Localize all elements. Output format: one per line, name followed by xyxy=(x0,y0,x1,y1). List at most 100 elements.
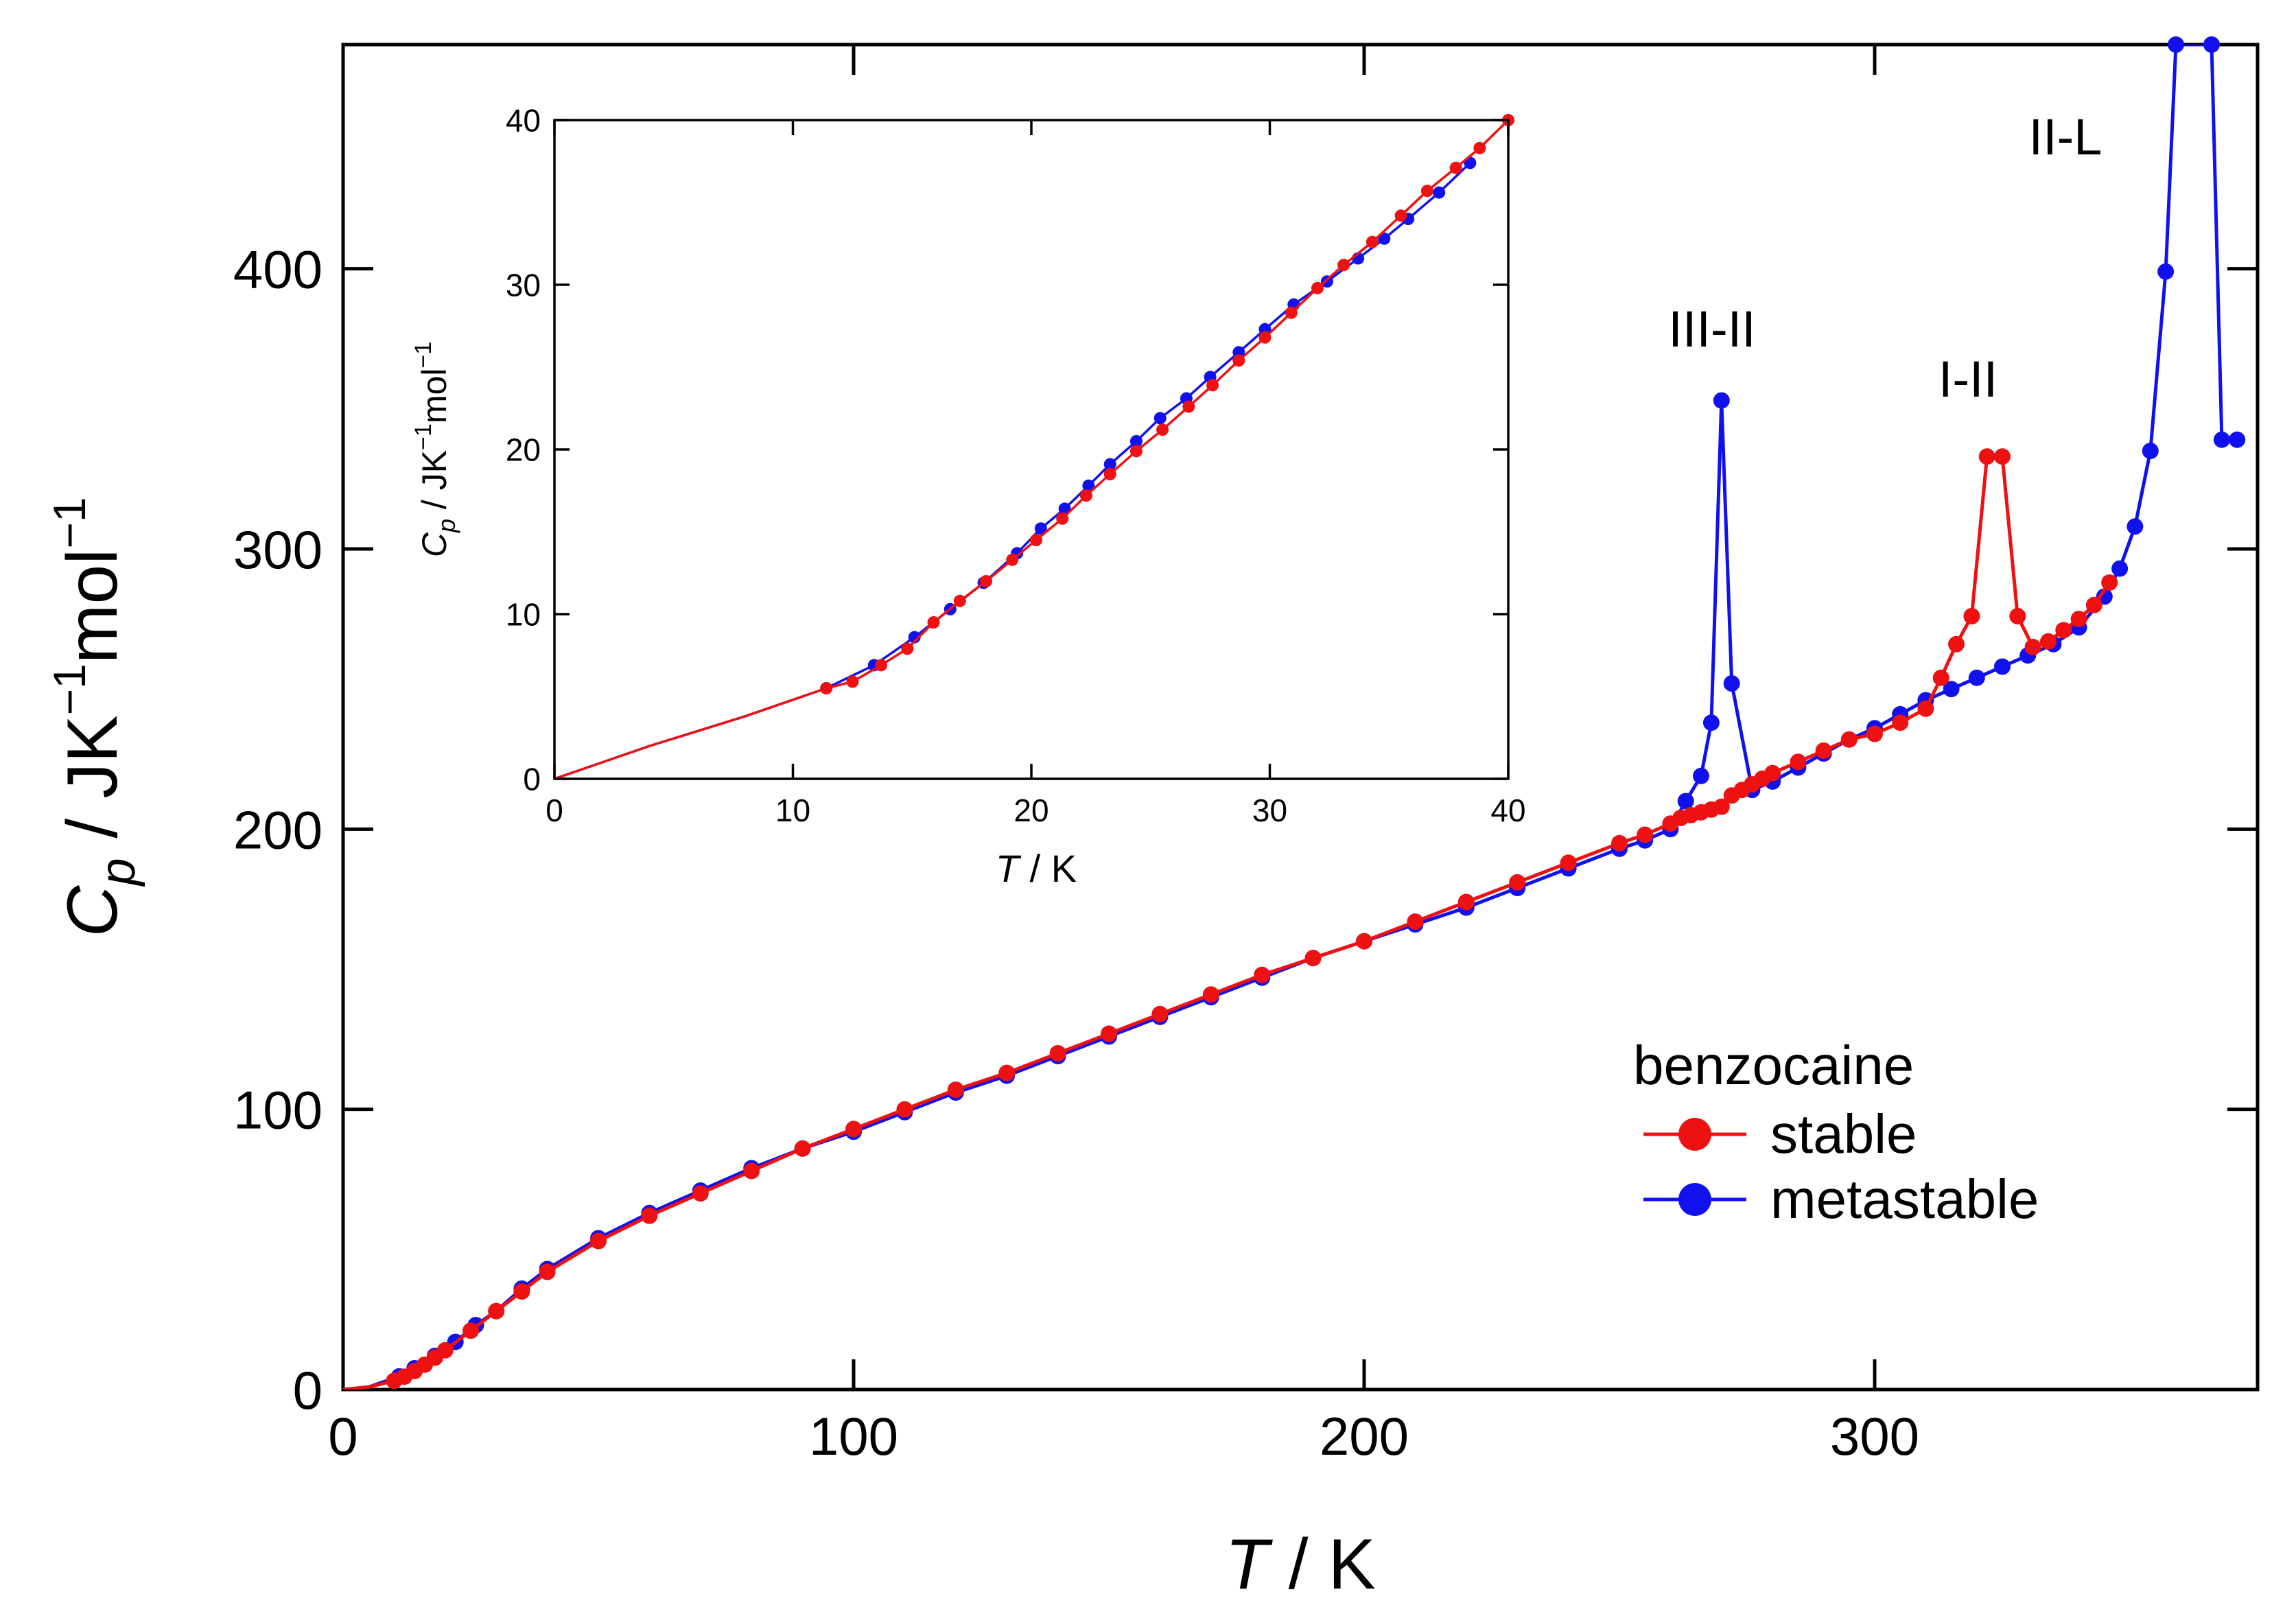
main-plot-frame xyxy=(341,43,2260,1392)
main-data-point-stable xyxy=(1637,826,1654,843)
annotation-iii-ii: III-II xyxy=(1668,301,1755,358)
inset-data-point-stable xyxy=(980,575,992,587)
main-data-point-stable xyxy=(1611,834,1628,852)
inset-data-point-stable xyxy=(1056,512,1069,525)
main-y-tick-label: 200 xyxy=(233,799,323,860)
inset-data-point-stable xyxy=(1473,141,1486,154)
main-data-point-stable xyxy=(1202,986,1219,1003)
inset-data-point-stable xyxy=(953,594,966,607)
main-data-point-stable xyxy=(1049,1045,1066,1062)
main-data-point-stable xyxy=(896,1101,913,1118)
main-data-point-stable xyxy=(1932,669,1949,686)
main-data-point-stable xyxy=(1713,798,1730,815)
inset-data-point-stable xyxy=(875,659,888,672)
main-data-point-stable xyxy=(2024,638,2041,655)
inset-data-point-stable xyxy=(901,642,914,655)
main-data-point-stable xyxy=(590,1232,607,1250)
inset-plot-frame xyxy=(553,119,1510,780)
main-data-point-metastable xyxy=(1677,793,1694,810)
inset-data-point-stable xyxy=(1156,423,1169,436)
main-data-point-stable xyxy=(1356,933,1372,950)
main-x-tick-label: 100 xyxy=(809,1406,898,1466)
inset-data-point-stable xyxy=(1232,354,1245,367)
inset-x-axis-label: T / K xyxy=(996,847,1077,890)
inset-x-tick-label: 0 xyxy=(546,793,563,828)
inset-axis-tick-labels: 0 10 20 30 40 0 10 20 30 40 xyxy=(506,103,1526,828)
inset-data-point-stable xyxy=(846,675,859,688)
main-data-point-stable xyxy=(2055,622,2072,639)
main-data-point-metastable xyxy=(2127,518,2144,535)
inset-data-point-metastable xyxy=(1433,186,1446,199)
inset-data-point-stable xyxy=(1420,185,1433,198)
main-data-point-stable xyxy=(1917,700,1934,717)
inset-data-point-metastable xyxy=(1129,435,1143,447)
main-data-point-stable xyxy=(641,1207,658,1224)
inset-data-point-stable xyxy=(1258,331,1272,344)
main-data-point-stable xyxy=(1815,742,1832,759)
inset-data-point-stable xyxy=(820,682,833,694)
main-data-point-metastable xyxy=(2142,443,2159,460)
main-plot-series xyxy=(343,36,2246,1390)
main-data-point-stable xyxy=(1978,448,1995,465)
inset-data-point-stable xyxy=(1103,468,1116,480)
inset-data-point-stable xyxy=(1337,259,1350,272)
legend-marker-metastable xyxy=(1678,1183,1711,1216)
inset-data-point-stable xyxy=(1206,379,1219,392)
main-x-tick-label: 300 xyxy=(1830,1406,1919,1466)
main-data-point-metastable xyxy=(2229,431,2246,448)
main-data-point-stable xyxy=(2101,574,2118,591)
inset-y-tick-label: 40 xyxy=(506,103,541,139)
main-data-point-stable xyxy=(436,1342,454,1359)
main-y-tick-label: 300 xyxy=(233,519,323,580)
main-data-point-metastable xyxy=(1994,658,2011,675)
main-data-point-stable xyxy=(1994,448,2011,465)
main-data-point-stable xyxy=(1790,753,1807,771)
inset-data-point-stable xyxy=(1366,235,1379,248)
main-data-point-stable xyxy=(1509,874,1526,891)
inset-x-tick-label: 20 xyxy=(1014,793,1049,828)
legend-title: benzocaine xyxy=(1633,1035,1914,1096)
annotation-ii-l: II-L xyxy=(2029,108,2102,165)
inset-data-point-metastable xyxy=(1034,522,1047,535)
main-y-axis-label: Cp / JK−1mol−1 xyxy=(44,497,145,937)
main-data-point-stable xyxy=(2085,596,2102,613)
main-data-point-stable xyxy=(947,1081,964,1099)
main-data-point-metastable xyxy=(2203,36,2220,53)
main-data-point-stable xyxy=(1892,714,1909,731)
main-data-point-stable xyxy=(488,1302,505,1320)
inset-y-tick-label: 30 xyxy=(506,268,541,303)
main-y-tick-label: 100 xyxy=(233,1080,323,1140)
main-axis-ticks xyxy=(341,45,2258,1392)
inset-data-point-metastable xyxy=(1153,412,1167,425)
main-data-point-stable xyxy=(539,1263,556,1280)
main-y-tick-label: 0 xyxy=(293,1360,323,1420)
inset-data-point-stable xyxy=(1394,209,1407,222)
main-data-point-metastable xyxy=(2213,431,2230,448)
main-data-point-stable xyxy=(1151,1005,1169,1022)
inset-x-tick-label: 40 xyxy=(1490,793,1525,828)
main-data-point-stable xyxy=(794,1140,811,1157)
inset-data-point-stable xyxy=(1006,553,1019,566)
main-data-point-metastable xyxy=(1702,714,1720,731)
inset-plot-series xyxy=(554,114,1514,779)
main-data-point-metastable xyxy=(2157,263,2175,280)
inset-data-point-metastable xyxy=(908,631,921,644)
inset-y-tick-label: 0 xyxy=(523,762,541,797)
main-data-point-stable xyxy=(1963,608,1980,624)
main-data-point-stable xyxy=(1457,893,1475,911)
inset-data-point-metastable xyxy=(1378,232,1391,245)
main-x-tick-label: 200 xyxy=(1320,1406,1409,1466)
inset-data-point-stable xyxy=(927,616,940,629)
legend-label-metastable: metastable xyxy=(1770,1169,2039,1230)
main-data-point-stable xyxy=(743,1162,760,1180)
main-data-point-metastable xyxy=(1943,681,1960,698)
main-data-point-stable xyxy=(1764,764,1781,782)
main-data-point-stable xyxy=(998,1064,1016,1081)
main-data-point-metastable xyxy=(1968,669,1985,686)
main-data-point-stable xyxy=(1866,725,1883,742)
main-data-point-stable xyxy=(2040,633,2057,650)
inset-data-point-stable xyxy=(1285,306,1298,319)
main-data-point-stable xyxy=(2009,608,2026,624)
